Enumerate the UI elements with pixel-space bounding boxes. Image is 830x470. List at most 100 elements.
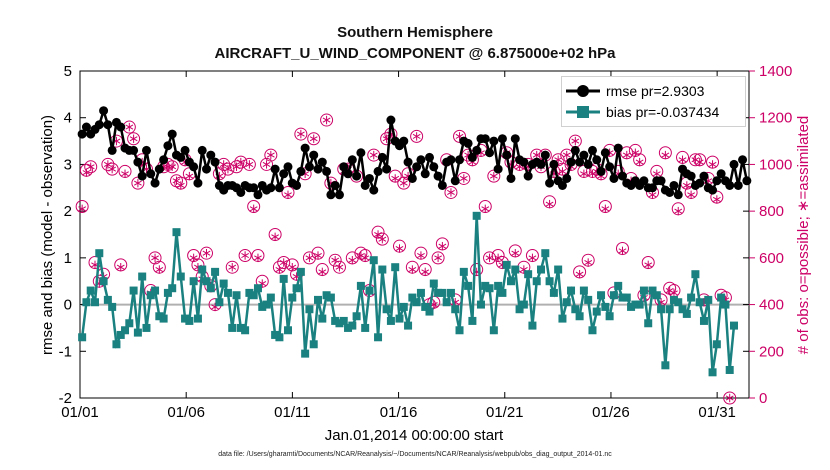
obs-assimilated-point <box>129 134 138 143</box>
rmse-point <box>159 155 169 165</box>
rmse-point <box>236 187 246 197</box>
bias-point <box>352 312 361 321</box>
bias-point <box>395 314 404 323</box>
obs-possible-point <box>302 251 316 265</box>
rmse-point <box>742 176 752 186</box>
obs-assimilated-point <box>545 199 554 209</box>
rmse-point <box>523 171 533 181</box>
bias-point <box>558 314 567 323</box>
bias-point <box>592 307 601 316</box>
obs-possible-point <box>127 132 141 146</box>
rmse-point <box>364 173 374 183</box>
bias-point <box>545 277 554 286</box>
bias-point <box>506 277 515 286</box>
bias-point <box>168 284 177 293</box>
obs-assimilated-point <box>176 181 185 190</box>
bias-point <box>112 340 121 349</box>
bias-point <box>82 298 91 307</box>
obs-assimilated-point <box>678 155 687 164</box>
rmse-point <box>99 106 109 116</box>
obs-assimilated-point <box>318 267 327 277</box>
rmse-point <box>129 145 139 155</box>
bias-point <box>399 302 408 311</box>
obs-possible-point <box>277 256 291 270</box>
obs-assimilated-point <box>155 265 164 274</box>
obs-possible-point <box>483 251 497 265</box>
bias-point <box>627 302 636 311</box>
obs-possible-point <box>320 113 334 127</box>
bias-point <box>159 314 168 323</box>
rmse-point <box>189 162 199 172</box>
rmse-point <box>163 141 173 151</box>
obs-possible-point <box>444 185 458 199</box>
obs-possible-point <box>260 157 274 171</box>
x-tick-label: 01/01 <box>61 404 99 421</box>
rmse-point <box>502 150 512 160</box>
obs-assimilated-point <box>121 169 129 178</box>
obs-assimilated-point <box>172 176 181 185</box>
obs-assimilated-point <box>511 248 520 258</box>
bias-point <box>125 319 134 328</box>
rmse-point <box>399 136 409 146</box>
bias-point <box>704 295 713 304</box>
rmse-point <box>738 155 748 165</box>
rmse-point <box>485 148 495 158</box>
rmse-point <box>673 190 683 200</box>
rmse-point <box>103 120 113 130</box>
rmse-point <box>605 162 615 172</box>
bias-point <box>721 300 730 309</box>
bias-point <box>584 295 593 304</box>
obs-assimilated-point <box>601 204 610 214</box>
obs-assimilated-point <box>674 206 683 216</box>
rmse-point <box>347 155 357 165</box>
rmse-point <box>407 173 417 183</box>
bias-point <box>669 295 678 304</box>
bias-point <box>176 272 185 281</box>
obs-assimilated-point <box>725 393 734 403</box>
bias-point <box>331 316 340 325</box>
rmse-point <box>493 164 503 174</box>
rmse-point <box>729 159 739 169</box>
rmse-point <box>429 162 439 172</box>
legend: rmse pr=2.9303 bias pr=-0.037434 <box>561 76 746 127</box>
rmse-point <box>304 162 314 172</box>
obs-assimilated-point <box>399 178 408 188</box>
rmse-point <box>193 178 203 188</box>
bias-point <box>524 270 533 279</box>
bias-point <box>266 293 275 302</box>
rmse-point <box>154 164 164 174</box>
bias-point <box>618 293 627 302</box>
rmse-series <box>77 106 752 200</box>
bias-point <box>472 211 481 220</box>
bias-point <box>537 265 546 274</box>
bias-point <box>425 307 434 316</box>
bias-point <box>687 293 696 302</box>
y-tick-label: 3 <box>64 156 72 173</box>
bias-point <box>356 281 365 290</box>
bias-point <box>657 305 666 314</box>
right-tick-label: 400 <box>759 297 784 314</box>
rmse-point <box>648 183 658 193</box>
obs-assimilated-point <box>309 134 318 143</box>
obs-possible-point <box>238 249 252 263</box>
bias-point <box>391 263 400 272</box>
bias-point <box>129 286 138 295</box>
bias-point <box>416 288 425 297</box>
bias-point <box>575 312 584 321</box>
bias-point <box>674 298 683 307</box>
bias-point <box>78 333 87 342</box>
obs-assimilated-point <box>348 255 357 265</box>
obs-assimilated-point <box>644 260 653 270</box>
bias-point <box>717 293 726 302</box>
obs-possible-point <box>723 391 737 405</box>
obs-assimilated-point <box>661 150 670 160</box>
obs-assimilated-point <box>584 258 593 267</box>
bias-point <box>434 288 443 297</box>
bias-point <box>699 316 708 325</box>
obs-possible-point <box>225 260 239 274</box>
bias-point <box>172 228 181 237</box>
x-tick-label: 01/06 <box>167 404 205 421</box>
bias-point <box>142 323 151 332</box>
y-tick-label: 1 <box>64 250 72 267</box>
bias-point <box>215 298 224 307</box>
